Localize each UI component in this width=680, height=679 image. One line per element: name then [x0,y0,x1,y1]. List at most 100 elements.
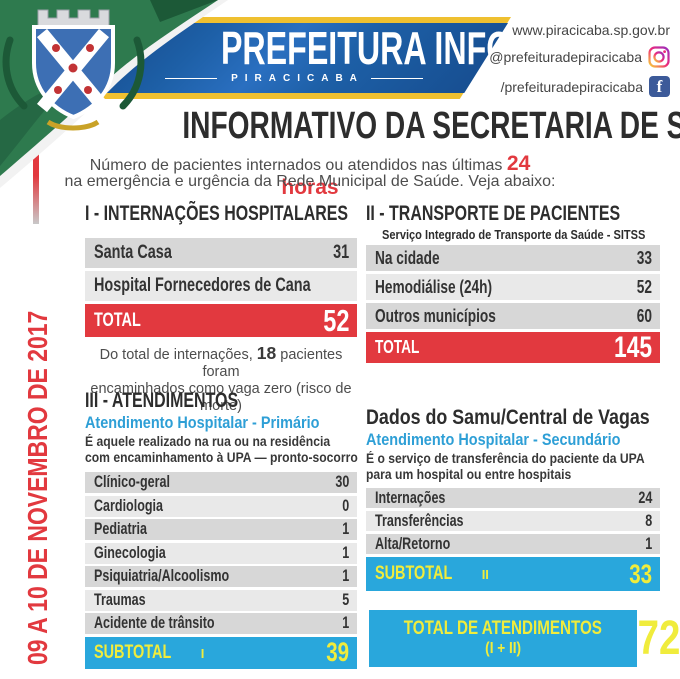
table-row: Alta/Retorno 1 [366,534,660,554]
row-label: Pediatria [94,520,147,538]
total-label: TOTAL [94,309,141,331]
section-iii-description: É aquele realizado na rua ou na residênc… [85,434,388,466]
shield-detail [68,63,78,73]
note-text: encaminhados como vaga zero (risco de mo… [90,381,352,414]
table-row: Santa Casa 31 [85,238,357,268]
subtotal-row: SUBTOTAL I 39 [85,636,357,669]
section-ii-heading: II - TRANSPORTE DE PACIENTES [366,203,680,225]
section-ii-subheading: Serviço Integrado de Transporte da Saúde… [382,227,680,242]
table-row: Na cidade 33 [366,245,660,271]
ribbon [46,119,100,131]
table-row: Clínico-geral 30 [85,472,357,493]
shield-detail [86,44,94,52]
description-line: É aquele realizado na rua ou na residênc… [85,434,331,449]
row-value: 1 [342,614,349,632]
total-label: TOTAL [375,337,420,357]
row-label: Transferências [375,511,464,530]
row-value: 31 [332,242,349,263]
note-number: 18 [256,343,277,363]
internacoes-note: Do total de internações, 18 pacientes fo… [85,343,357,415]
note-text: pacientes foram [202,347,343,380]
samu-subheading-text: Atendimento Hospitalar - Secundário [366,430,621,449]
shield-detail [54,86,62,94]
banner-subtitle: PIRACICABA [231,73,364,84]
total-row: TOTAL 52 [85,303,357,338]
row-label: Acidente de trânsito [94,614,215,632]
transporte-table: Na cidade 33 Hemodiálise (24h) 52 Outros… [366,245,660,364]
sidebar-date: 09 A 10 DE NOVEMBRO DE 2017 [21,215,55,665]
total-value: 145 [613,330,652,364]
row-label: Traumas [94,590,146,609]
table-row: Ginecologia 1 [85,542,357,564]
table-row: Cardiologia 0 [85,495,357,517]
samu-heading: Dados do Samu/Central de Vagas [366,407,680,429]
row-value: 1 [342,567,349,585]
shield-detail [52,44,60,52]
table-row: Acidente de trânsito 1 [85,613,357,634]
grand-total-number: 72 [637,612,680,665]
banner: PREFEITURA INFORMA PIRACICABA [143,25,585,84]
section-i-heading-text: I - INTERNAÇÕES HOSPITALARES [85,202,349,225]
row-value: 1 [342,520,349,538]
date-accent-line [33,150,39,224]
row-value: 33 [636,247,652,268]
internacoes-table: Santa Casa 31 Hospital Fornecedores de C… [85,238,400,338]
city-flag [0,0,228,188]
row-value: 24 [638,488,652,507]
atendimentos-table: Clínico-geral 30 Cardiologia 0 Pediatria… [85,472,357,669]
shield-detail [84,86,92,94]
row-label: Internações [375,488,446,507]
samu-description: É o serviço de transferência do paciente… [366,451,676,483]
row-value: 5 [342,590,349,609]
row-value: 1 [645,534,652,553]
table-row: Transferências 8 [366,511,660,531]
table-row: Outros municípios 60 [366,303,660,329]
subtotal-value: 39 [326,637,349,667]
row-label: Cardiologia [94,496,163,515]
header-contact: www.piracicaba.sp.gov.br @prefeituradepi… [489,22,670,97]
website-row: www.piracicaba.sp.gov.br [512,22,670,38]
intro-line1: Número de pacientes internados ou atendi… [60,152,560,200]
section-i-heading: I - INTERNAÇÕES HOSPITALARES [85,203,431,225]
row-label: Psiquiatria/Alcoolismo [94,567,230,585]
section-iii-subheading-text: Atendimento Hospitalar - Primário [85,413,320,432]
section-ii-subheading-text: Serviço Integrado de Transporte da Saúde… [382,227,646,242]
subtotal-row: SUBTOTAL II 33 [366,557,660,591]
row-value: 52 [636,276,652,297]
row-label: Ginecologia [94,543,166,562]
subtitle-divider-line [370,78,423,79]
section-iii-heading: III - ATENDIMENTOS [85,390,286,412]
grand-total-line1: TOTAL DE ATENDIMENTOS [403,617,602,639]
table-row: Traumas 5 [85,589,357,611]
row-value: 1 [342,543,349,562]
banner-title-row: PREFEITURA INFORMA [143,25,585,71]
total-row: TOTAL 145 [366,330,660,364]
table-row: Psiquiatria/Alcoolismo 1 [85,566,357,587]
banner-title: PREFEITURA INFORMA [220,22,585,74]
instagram-icon[interactable] [648,46,670,68]
instagram-handle[interactable]: @prefeituradepiracicaba [489,49,642,65]
section-iii-heading-text: III - ATENDIMENTOS [85,389,239,412]
row-label: Santa Casa [94,242,172,263]
instagram-row: @prefeituradepiracicaba [489,46,670,68]
intro-24h-highlight: 24 horas [281,152,531,199]
section-iii-subheading: Atendimento Hospitalar - Primário [85,413,361,433]
sidebar-date-text: 09 A 10 DE NOVEMBRO DE 2017 [22,310,53,665]
laurel-left [2,36,28,110]
grand-total-value: 72 [627,611,680,666]
grand-total-line2: (I + II) [484,639,521,657]
subtotal-label: SUBTOTAL [94,641,172,663]
intro-line2: na emergência e urgência da Rede Municip… [64,173,556,190]
row-value: 30 [335,473,349,491]
grand-total-box: TOTAL DE ATENDIMENTOS (I + II) 72 [369,610,680,667]
intro-line1-text: Número de pacientes internados ou atendi… [89,157,503,174]
website-link[interactable]: www.piracicaba.sp.gov.br [512,22,670,38]
samu-subheading: Atendimento Hospitalar - Secundário [366,430,665,450]
description-line: para um hospital ou entre hospitais [366,467,572,482]
facebook-handle[interactable]: /prefeituradepiracicaba [500,78,643,95]
row-label: Na cidade [375,247,440,268]
row-value: 0 [342,496,349,515]
facebook-icon[interactable]: f [649,76,670,97]
row-label: Outros municípios [375,305,496,326]
row-value: 8 [645,511,652,530]
